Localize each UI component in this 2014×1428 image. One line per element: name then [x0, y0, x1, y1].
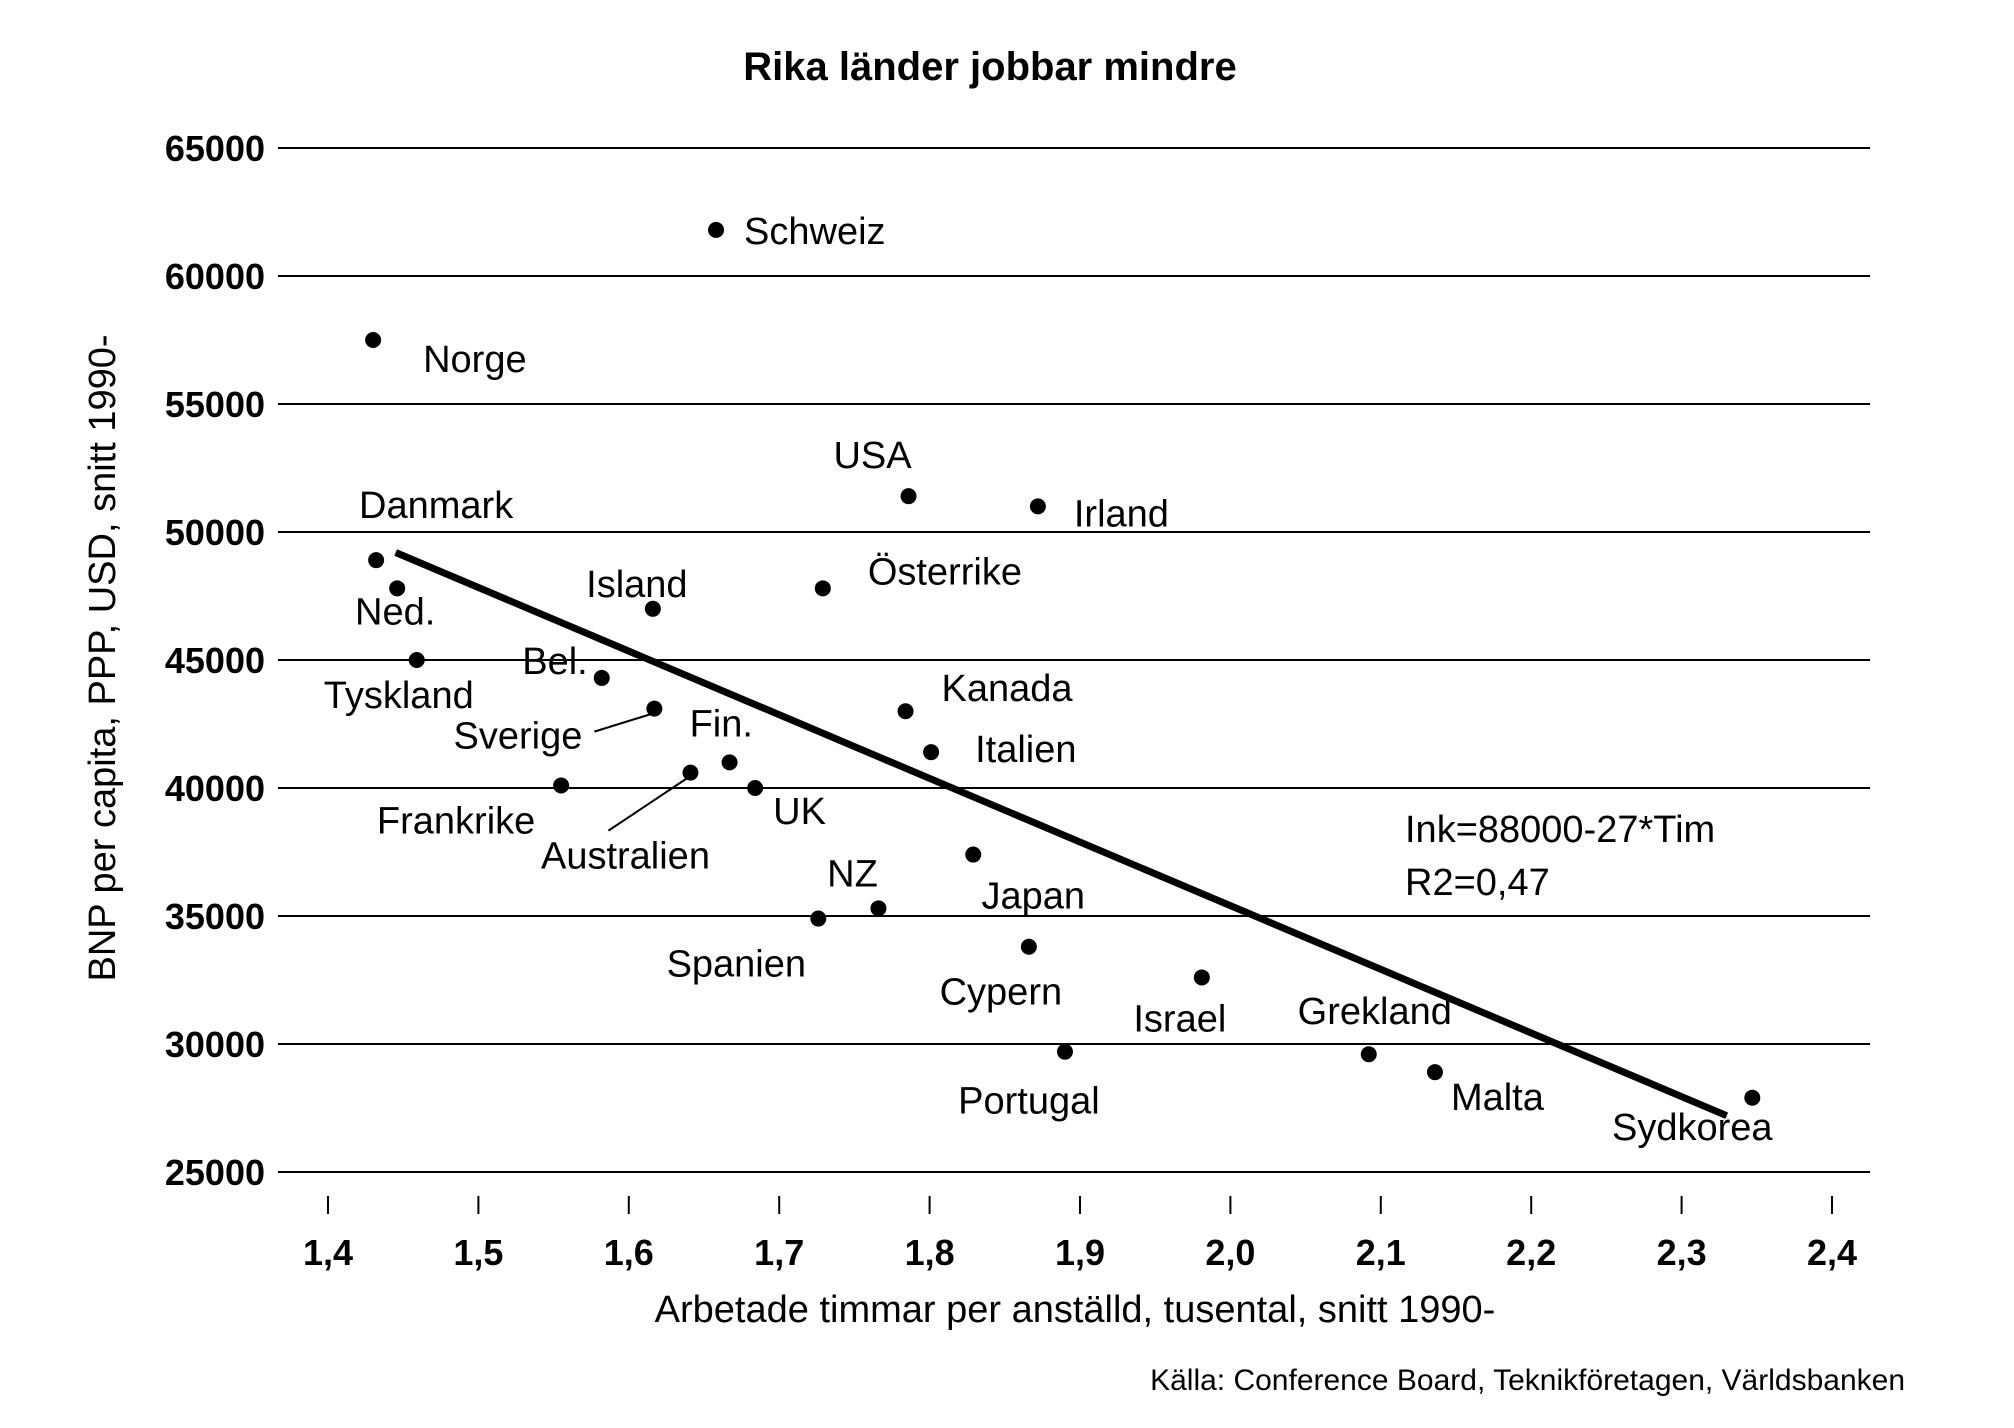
point-label-portugal: Portugal	[958, 1081, 1100, 1123]
data-point-schweiz	[708, 221, 725, 238]
data-point-fin	[721, 754, 738, 771]
y-tick-label: 65000	[165, 128, 265, 169]
point-label-nz: NZ	[827, 853, 878, 895]
data-point-bel	[593, 669, 610, 686]
x-tick-label: 1,5	[453, 1232, 503, 1273]
data-point-usa	[900, 488, 917, 505]
point-label-sterrike: Österrike	[868, 551, 1022, 593]
data-point-sterrike	[814, 580, 831, 597]
y-tick-label: 55000	[165, 384, 265, 425]
point-label-bel: Bel.	[522, 641, 587, 683]
y-tick-label: 25000	[165, 1152, 265, 1193]
x-tick-label: 2,0	[1205, 1232, 1255, 1273]
y-tick-label: 40000	[165, 768, 265, 809]
x-tick-label: 2,2	[1506, 1232, 1556, 1273]
trend-line	[394, 549, 1729, 1119]
leader-lines	[594, 712, 688, 832]
point-label-sverige: Sverige	[454, 716, 583, 758]
leader-line-australien	[607, 777, 688, 832]
x-tick-label: 2,4	[1807, 1232, 1857, 1273]
data-point-danmark	[368, 552, 385, 569]
chart-title: Rika länder jobbar mindre	[743, 45, 1236, 89]
data-point-grekland	[1360, 1046, 1377, 1063]
y-tick-label: 60000	[165, 256, 265, 297]
y-tick-label: 30000	[165, 1024, 265, 1065]
x-axis-label: Arbetade timmar per anställd, tusental, …	[655, 1289, 1496, 1331]
point-label-japan: Japan	[981, 876, 1085, 918]
data-point-japan	[965, 846, 982, 863]
point-label-cypern: Cypern	[940, 972, 1063, 1014]
data-point-irland	[1029, 498, 1046, 515]
data-point-ned	[389, 580, 406, 597]
point-label-tyskland: Tyskland	[324, 675, 474, 717]
data-point-australien	[682, 764, 699, 781]
point-label-sydkorea: Sydkorea	[1612, 1107, 1773, 1149]
data-point-norge	[365, 332, 382, 348]
point-label-grekland: Grekland	[1298, 991, 1452, 1033]
point-label-kanada: Kanada	[942, 668, 1074, 710]
x-tick-label: 1,6	[604, 1232, 654, 1273]
y-tick-labels: 25000 30000 35000 40000 45000 50000 55000 60000…	[165, 128, 265, 1193]
data-point-frankrike	[553, 777, 570, 794]
data-point-cypern	[1020, 938, 1037, 955]
data-point-italien	[923, 744, 940, 761]
point-label-usa: USA	[833, 435, 912, 477]
y-tick-label: 50000	[165, 512, 265, 553]
data-point-sverige	[646, 700, 663, 717]
point-label-ned: Ned.	[355, 591, 435, 633]
point-label-schweiz: Schweiz	[744, 211, 886, 253]
y-tick-label: 45000	[165, 640, 265, 681]
x-tick-label: 1,4	[303, 1232, 353, 1273]
data-point-tyskland	[408, 652, 425, 668]
data-point-uk	[747, 780, 764, 796]
data-points	[365, 221, 1761, 1106]
regression-equation: Ink=88000-27*Tim	[1405, 809, 1715, 851]
point-labels: Schweiz Norge USA Irland Danmark Ned. Island Ös…	[324, 211, 1774, 1149]
data-point-israel	[1193, 969, 1210, 986]
source-note: Källa: Conference Board, Teknikföretagen…	[1150, 1364, 1905, 1397]
data-point-spanien	[810, 910, 827, 927]
point-label-norge: Norge	[423, 339, 527, 381]
y-axis-label: BNP per capita, PPP, USD, snitt 1990-	[82, 334, 124, 981]
x-tick-label: 1,7	[754, 1232, 804, 1273]
data-point-island	[644, 600, 661, 617]
data-point-portugal	[1056, 1043, 1073, 1060]
r-squared: R2=0,47	[1405, 862, 1550, 904]
x-tick-label: 1,9	[1055, 1232, 1105, 1273]
point-label-israel: Israel	[1133, 998, 1226, 1040]
leader-line-sverige	[594, 712, 653, 733]
data-point-kanada	[897, 703, 914, 720]
y-tick-label: 35000	[165, 896, 265, 937]
data-point-sydkorea	[1744, 1089, 1761, 1106]
point-label-italien: Italien	[975, 729, 1076, 771]
point-label-spanien: Spanien	[667, 944, 806, 986]
gridlines	[278, 147, 1870, 1173]
point-label-fin: Fin.	[690, 703, 753, 745]
data-point-malta	[1426, 1064, 1443, 1081]
point-label-australien: Australien	[541, 836, 710, 878]
x-tick-labels: 1,4 1,5 1,6 1,7 1,8 1,9 2,0 2,1 2,2 2,3 2,4	[303, 1232, 1857, 1273]
point-label-danmark: Danmark	[359, 485, 514, 527]
point-label-uk: UK	[773, 791, 826, 833]
x-axis	[327, 1196, 1833, 1214]
point-label-frankrike: Frankrike	[377, 800, 535, 842]
x-tick-label: 1,8	[905, 1232, 955, 1273]
point-label-island: Island	[586, 564, 687, 606]
x-tick-label: 2,3	[1657, 1232, 1707, 1273]
x-tick-label: 2,1	[1356, 1232, 1406, 1273]
data-point-nz	[870, 900, 887, 917]
point-label-irland: Irland	[1074, 493, 1169, 535]
point-label-malta: Malta	[1451, 1077, 1545, 1119]
